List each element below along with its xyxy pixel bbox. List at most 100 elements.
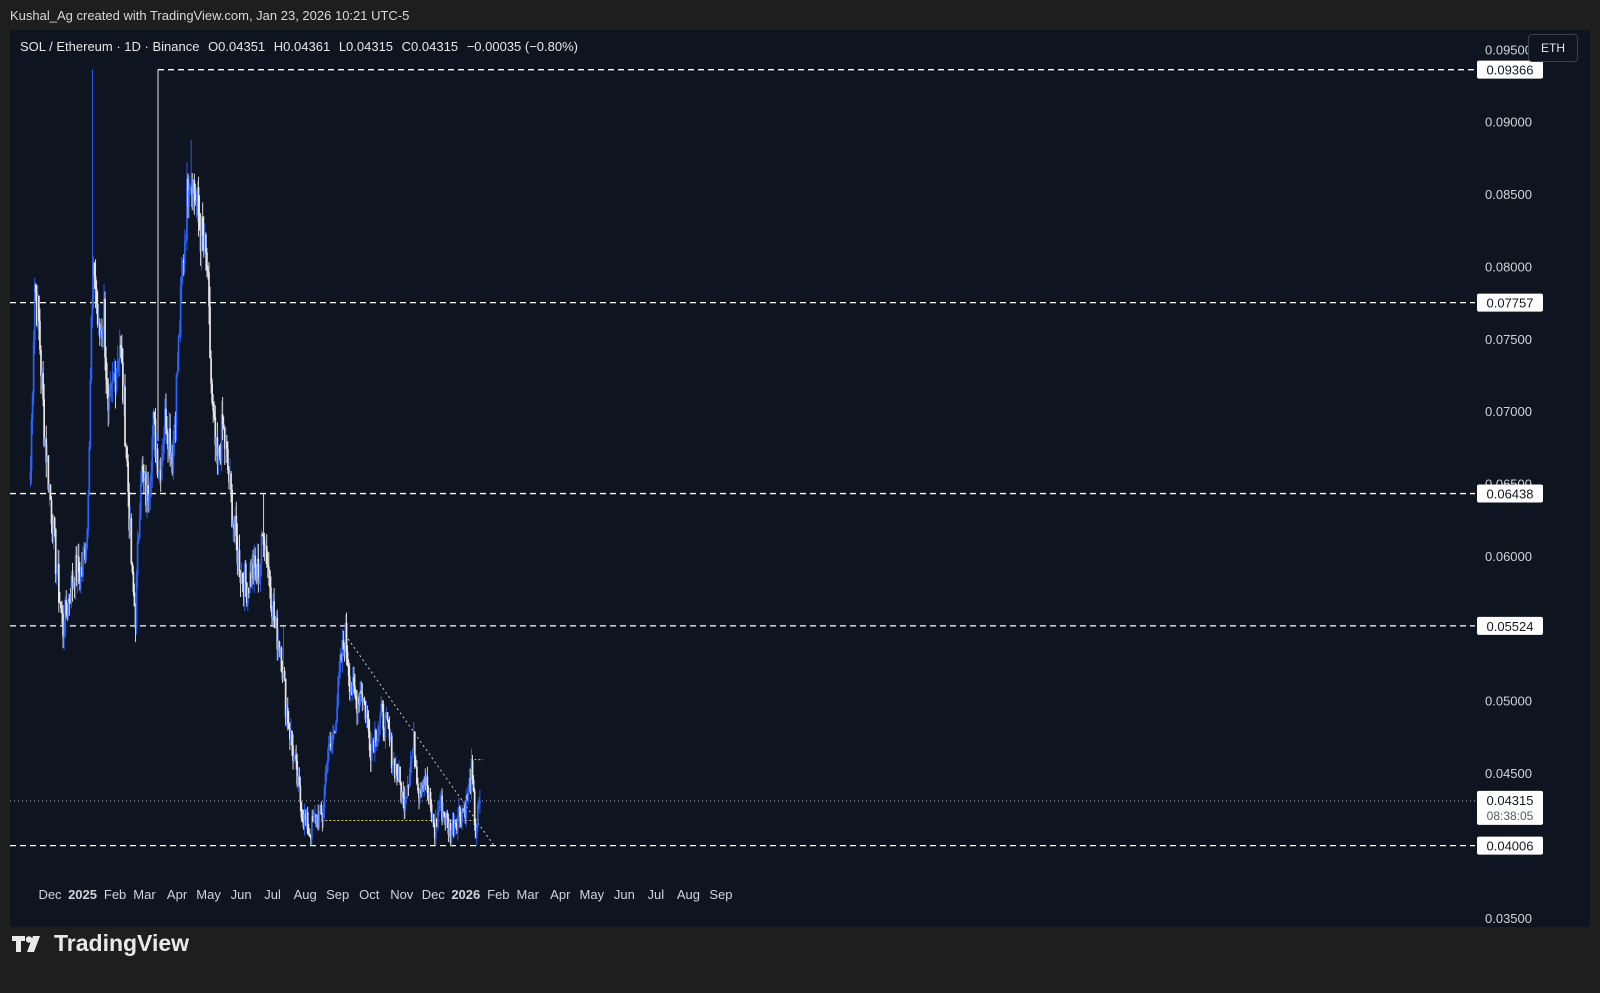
candle-body: [121, 347, 123, 363]
candles: [29, 69, 481, 846]
x-tick-label: 2025: [68, 887, 97, 902]
candle-body: [465, 795, 468, 819]
candle-body: [260, 534, 263, 564]
candle-body: [148, 494, 150, 501]
candle-body: [431, 813, 434, 819]
candle-body: [132, 571, 135, 593]
candle-body: [80, 567, 82, 582]
level-lines: [10, 69, 1475, 847]
candle-body: [273, 601, 275, 622]
candle-body: [77, 556, 80, 573]
legend-symbol: SOL / Ethereum · 1D · Binance: [20, 39, 200, 54]
legend-change: −0.00035 (−0.80%): [466, 39, 578, 54]
candle-body: [170, 452, 173, 460]
candle-body: [458, 807, 460, 817]
candle-body: [343, 649, 346, 657]
candle-body: [146, 485, 148, 506]
candle-body: [149, 480, 152, 495]
candle-body: [430, 804, 433, 819]
candle-body: [160, 457, 163, 480]
candle-body: [90, 316, 93, 381]
candle-body: [190, 186, 192, 189]
candle-body: [314, 814, 316, 816]
candle-body: [284, 678, 287, 718]
candle-body: [366, 713, 369, 719]
candle-body: [447, 818, 450, 835]
candle-body: [251, 564, 253, 587]
candle-body: [97, 323, 100, 325]
candle-body: [84, 548, 86, 560]
candle-body: [194, 193, 197, 202]
candle-body: [165, 408, 167, 429]
candle-body: [429, 792, 432, 805]
price-chart[interactable]: 0.09500 0.09000 0.08500 0.08000 0.07500 0.070…: [10, 30, 1590, 927]
candle-body: [234, 515, 237, 530]
x-tick-label: Feb: [104, 887, 126, 902]
candle-body: [409, 762, 412, 776]
y-tick-label: 0.08500: [1485, 187, 1532, 202]
candle-body: [405, 796, 408, 799]
candle-body: [238, 550, 241, 578]
candle-body: [215, 437, 218, 445]
candle-body: [444, 816, 447, 826]
chart-panel[interactable]: 0.09500 0.09000 0.08500 0.08000 0.07500 0.070…: [10, 30, 1590, 927]
candle-body: [342, 640, 345, 650]
candle-body: [263, 544, 266, 551]
candle-body: [100, 331, 102, 337]
candle-body: [417, 783, 419, 791]
candle-body: [38, 295, 40, 321]
candle-body: [173, 424, 176, 440]
candle-body: [152, 411, 155, 438]
candle-body: [449, 823, 452, 843]
candle-body: [269, 571, 271, 588]
candle-body: [44, 438, 47, 446]
level-labels: 0.09366 0.07757 0.06438 0.05524 0.04006 0.043…: [1477, 60, 1543, 855]
candle-body: [324, 772, 327, 787]
candle-body: [389, 735, 392, 741]
candle-body: [53, 517, 56, 529]
candle-body: [109, 389, 112, 397]
candle-body: [254, 555, 257, 568]
candle-body: [316, 815, 318, 824]
x-tick-label: Aug: [294, 887, 317, 902]
candle-body: [292, 745, 294, 761]
compare-symbol-button[interactable]: ETH: [1528, 34, 1578, 62]
candle-body: [236, 536, 239, 564]
candle-body: [281, 671, 284, 680]
candle-body: [404, 798, 407, 812]
candle-body: [329, 743, 332, 748]
candle-body: [385, 712, 388, 715]
candle-body: [311, 815, 313, 839]
y-tick-label: 0.09000: [1485, 115, 1532, 130]
candle-body: [41, 372, 43, 377]
candle-body: [320, 804, 323, 815]
candle-body: [472, 780, 475, 792]
level-label-box: [1477, 616, 1543, 635]
candle-body: [219, 455, 222, 463]
candle-body: [177, 336, 180, 372]
candle-body: [43, 399, 45, 446]
candle-body: [425, 776, 428, 786]
candle-body: [233, 523, 236, 530]
candle-body: [469, 778, 472, 793]
candle-body: [325, 770, 328, 773]
candle-body: [328, 743, 331, 745]
candle-body: [203, 234, 206, 251]
candle-body: [30, 420, 33, 471]
candle-body: [297, 775, 300, 785]
candle-body: [420, 790, 422, 795]
time-axis[interactable]: Dec 2025 Feb Mar Apr May Jun Jul Aug Sep Oct Nov Dec…: [38, 887, 732, 902]
x-tick-label: Mar: [517, 887, 540, 902]
candle-body: [70, 575, 73, 604]
candle-body: [301, 817, 304, 820]
candle-body: [375, 729, 377, 744]
candle-body: [258, 577, 261, 584]
candle-body: [478, 803, 480, 806]
candle-body: [337, 676, 339, 706]
candle-body: [303, 813, 306, 828]
candle-body: [58, 563, 60, 603]
candle-body: [114, 373, 117, 392]
candle-body: [222, 424, 225, 429]
candle-body: [128, 491, 131, 531]
candle-body: [42, 372, 44, 400]
